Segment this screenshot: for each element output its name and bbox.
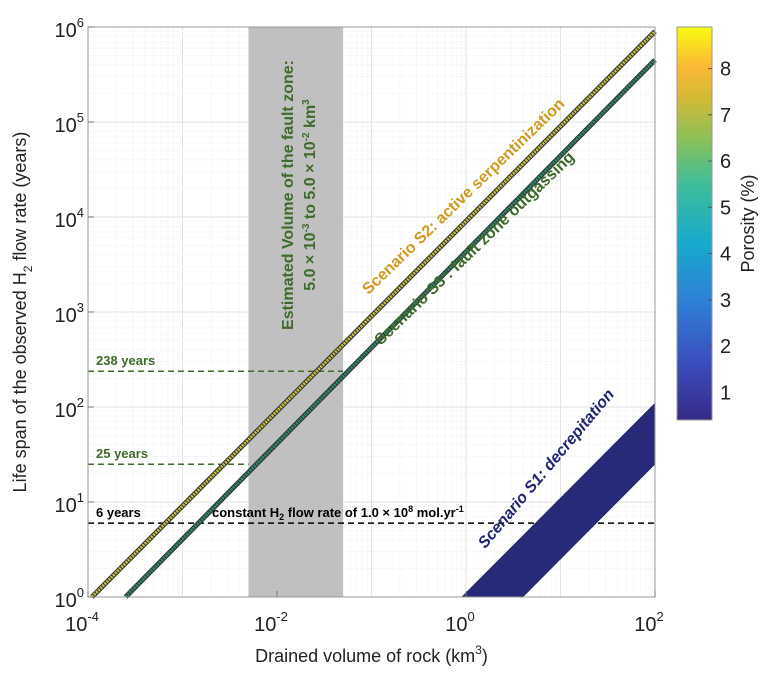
- colorbar: 1 2 3 4 5 6 7 8 Porosity (%): [676, 26, 758, 421]
- axis-ticks: 10-4 10-2 100 102 100 101 102 103 104 105 106 Drain…: [10, 15, 664, 666]
- fault-zone-band-rect: [248, 27, 344, 597]
- x-tick-label: 10-2: [254, 609, 288, 636]
- y-tick-label: 102: [55, 395, 84, 422]
- y-tick-label: 104: [55, 205, 84, 232]
- y-tick-label: 106: [55, 15, 84, 42]
- reference-line-label: 238 years: [96, 353, 155, 368]
- x-tick-label: 100: [445, 609, 474, 636]
- y-tick-label: 101: [55, 490, 84, 517]
- colorbar-tick-label: 7: [720, 105, 731, 127]
- colorbar-tick-label: 3: [720, 290, 731, 312]
- x-axis-label: Drained volume of rock (km3): [255, 643, 488, 666]
- colorbar-label: Porosity (%): [738, 174, 758, 272]
- reference-line-label: 6 years: [96, 505, 141, 520]
- y-tick-label: 103: [55, 300, 84, 327]
- colorbar-rect: [676, 26, 713, 421]
- fault-zone-band: [248, 27, 344, 597]
- colorbar-tick-label: 8: [720, 59, 731, 81]
- band-label-line2: 5.0 × 10-3 to 5.0 × 10-2 km3: [301, 99, 319, 291]
- colorbar-tick-label: 2: [720, 336, 731, 358]
- colorbar-tick-label: 5: [720, 197, 731, 219]
- colorbar-tick-label: 6: [720, 151, 731, 173]
- y-tick-label: 105: [55, 110, 84, 137]
- colorbar-tick-label: 4: [720, 244, 731, 266]
- series-s2-line: [90, 30, 657, 599]
- y-tick-label: 100: [55, 585, 84, 612]
- series: [90, 29, 657, 599]
- series-s3-line: [124, 58, 657, 599]
- x-tick-label: 102: [634, 609, 663, 636]
- colorbar-tick-label: 1: [720, 382, 731, 404]
- reference-line-label: 25 years: [96, 446, 148, 461]
- flow-rate-label: constant H2 flow rate of 1.0 × 108 mol.y…: [212, 504, 464, 522]
- band-label-line1: Estimated Volume of the fault zone:: [280, 60, 297, 330]
- y-axis-label: Life span of the observed H2 flow rate (…: [10, 132, 35, 493]
- x-tick-label: 10-4: [65, 609, 99, 636]
